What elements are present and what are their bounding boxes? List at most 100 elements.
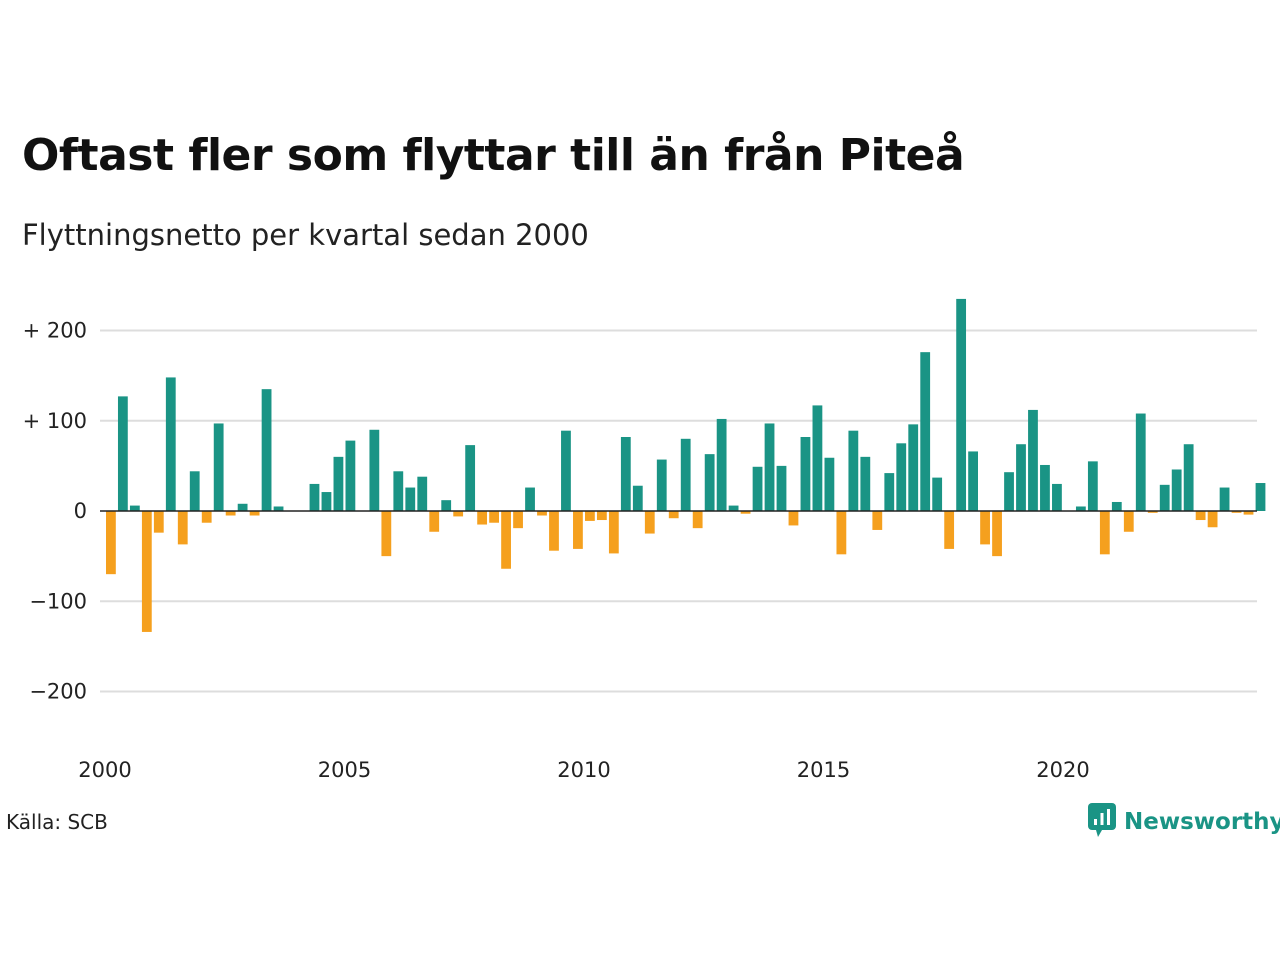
bar-2010K2 xyxy=(596,511,607,521)
bar-2022K1 xyxy=(1159,484,1170,511)
bar-2010K3 xyxy=(608,511,619,554)
bar-2016K3 xyxy=(896,443,907,511)
bar-2015K3 xyxy=(848,430,859,511)
bar-2017K4 xyxy=(956,298,967,511)
bar-2010K4 xyxy=(620,437,631,511)
bar-2007K4 xyxy=(477,511,488,525)
bar-2023K1 xyxy=(1207,511,1218,528)
bar-2005K3 xyxy=(369,429,380,511)
newsworthy-logo-icon xyxy=(1088,803,1116,841)
bar-2019K2 xyxy=(1028,409,1038,511)
bars xyxy=(106,298,1266,632)
bar-2017K3 xyxy=(944,511,955,549)
bar-2013K2 xyxy=(740,511,751,514)
bar-2016K4 xyxy=(908,424,919,511)
x-tick-label: 2005 xyxy=(318,758,371,782)
bar-2005K4 xyxy=(381,511,392,557)
bar-2019K4 xyxy=(1052,483,1062,511)
bar-2004K3 xyxy=(321,492,332,511)
bar-2018K4 xyxy=(1004,472,1014,511)
bar-2018K3 xyxy=(992,511,1002,557)
bar-2009K1 xyxy=(537,511,547,516)
bar-2023K2 xyxy=(1219,487,1230,511)
bar-2018K1 xyxy=(968,451,978,511)
bar-2000K3 xyxy=(129,505,140,511)
bar-2009K2 xyxy=(549,511,559,551)
bar-2011K2 xyxy=(644,511,655,534)
bar-2009K3 xyxy=(561,430,571,511)
bar-2006K2 xyxy=(405,487,416,511)
bar-2015K2 xyxy=(836,511,847,555)
bar-2012K2 xyxy=(692,511,703,529)
bar-2015K1 xyxy=(824,457,835,511)
bar-2019K3 xyxy=(1040,464,1050,511)
bar-2006K4 xyxy=(429,511,440,532)
bar-2000K2 xyxy=(117,396,128,511)
bar-2020K2 xyxy=(1075,506,1086,511)
bar-2001K4 xyxy=(189,471,200,511)
bar-2012K4 xyxy=(716,418,727,511)
bar-2002K4 xyxy=(237,503,248,511)
bar-2008K1 xyxy=(489,511,499,523)
bar-2018K2 xyxy=(980,511,990,545)
bar-2008K3 xyxy=(513,511,523,529)
x-tick-label: 2020 xyxy=(1036,758,1089,782)
bar-2017K2 xyxy=(932,477,943,511)
bar-2013K4 xyxy=(764,423,775,511)
bar-2014K2 xyxy=(788,511,799,526)
bar-2024K1 xyxy=(1255,483,1266,511)
bar-2022K3 xyxy=(1183,444,1194,511)
bar-2014K1 xyxy=(776,465,787,512)
bar-2004K4 xyxy=(333,456,344,511)
y-axis-ticks: + 200 + 100 0 −100 −200 xyxy=(23,319,87,704)
bar-2021K4 xyxy=(1147,511,1158,513)
bar-2021K2 xyxy=(1123,511,1134,532)
bar-2019K1 xyxy=(1016,444,1026,511)
bar-2007K2 xyxy=(453,511,464,517)
bar-2003K1 xyxy=(249,511,260,516)
bar-2011K3 xyxy=(656,459,667,511)
bar-2013K3 xyxy=(752,466,763,511)
brand-logo[interactable]: Newsworthy xyxy=(1088,803,1280,841)
bar-2015K4 xyxy=(860,456,871,511)
y-tick-label: −100 xyxy=(29,589,87,613)
x-tick-label: 2015 xyxy=(797,758,850,782)
source-note: Källa: SCB xyxy=(6,810,108,834)
y-tick-label: + 200 xyxy=(23,319,87,343)
bar-chart: + 200 + 100 0 −100 −200 2000 2005 2010 2015 2020 xyxy=(23,298,1266,782)
bar-2022K4 xyxy=(1195,511,1206,521)
bar-2000K4 xyxy=(141,511,152,632)
bar-2007K1 xyxy=(441,500,452,511)
bar-2006K3 xyxy=(417,476,428,511)
bar-2002K3 xyxy=(225,511,236,516)
bar-2011K4 xyxy=(668,511,679,519)
bar-2009K4 xyxy=(573,511,583,549)
bar-2011K1 xyxy=(632,485,643,511)
bar-2002K2 xyxy=(213,423,224,511)
bar-2003K2 xyxy=(261,389,272,511)
bar-2006K1 xyxy=(393,471,404,511)
bar-2021K1 xyxy=(1111,501,1122,512)
bar-2013K1 xyxy=(728,505,739,511)
chart-subtitle: Flyttningsnetto per kvartal sedan 2000 xyxy=(22,218,589,252)
bar-2001K1 xyxy=(153,511,164,533)
bar-2014K4 xyxy=(812,405,823,511)
bar-2012K3 xyxy=(704,454,715,511)
bar-2023K4 xyxy=(1243,511,1254,515)
grid-lines xyxy=(100,329,1257,693)
bar-2001K3 xyxy=(177,511,188,545)
y-tick-label: −200 xyxy=(29,680,87,704)
bar-2014K3 xyxy=(800,437,811,511)
bar-2004K2 xyxy=(309,483,320,511)
bar-2002K1 xyxy=(201,511,212,523)
bar-2020K3 xyxy=(1087,461,1098,511)
bar-2010K1 xyxy=(585,511,595,521)
x-tick-label: 2000 xyxy=(78,758,131,782)
bar-2012K1 xyxy=(680,438,691,511)
brand-name: Newsworthy xyxy=(1124,809,1280,835)
bar-2021K3 xyxy=(1135,413,1146,511)
x-tick-label: 2010 xyxy=(557,758,610,782)
bar-2008K4 xyxy=(525,487,535,511)
bar-2008K2 xyxy=(501,511,511,569)
bar-2005K1 xyxy=(345,440,356,511)
